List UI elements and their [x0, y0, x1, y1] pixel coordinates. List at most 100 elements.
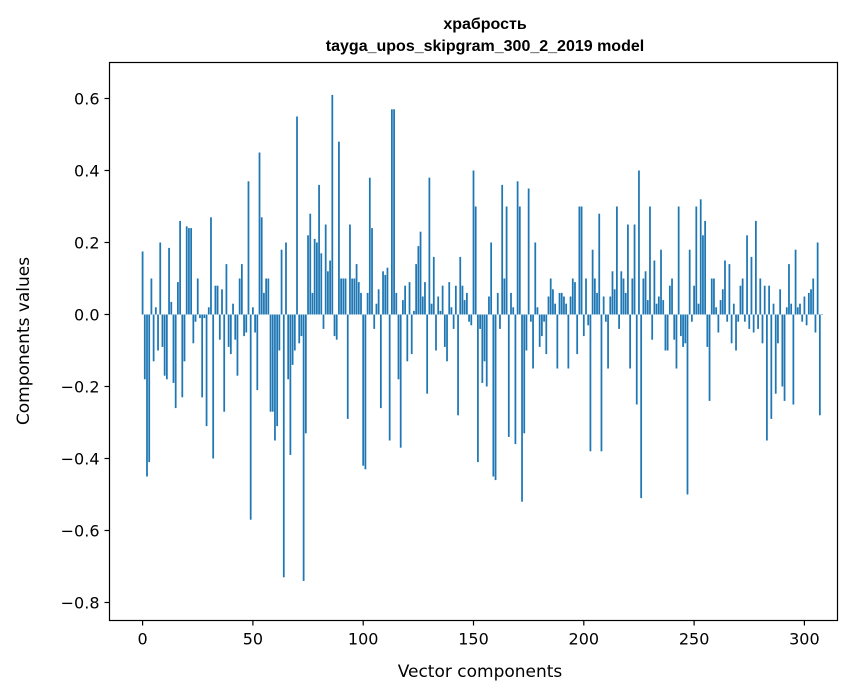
bar-44 — [238, 278, 241, 315]
bar-109 — [382, 271, 384, 315]
bar-180 — [538, 314, 541, 347]
bar-204 — [591, 249, 594, 315]
bar-261 — [717, 314, 720, 333]
bar-103 — [368, 177, 371, 315]
bar-218 — [622, 278, 625, 315]
x-axis-label: Vector components — [398, 662, 563, 682]
bar-277 — [752, 314, 755, 333]
bar-37 — [223, 314, 226, 412]
bar-257 — [708, 314, 711, 401]
bar-266 — [728, 264, 731, 315]
bar-248 — [688, 249, 691, 315]
bar-237 — [664, 314, 667, 351]
bar-133 — [435, 314, 437, 351]
bar-197 — [576, 314, 579, 355]
bar-247 — [686, 314, 689, 495]
bar-264 — [724, 260, 726, 315]
bar-179 — [536, 307, 539, 315]
bar-137 — [443, 314, 446, 347]
bar-303 — [810, 289, 812, 315]
y-tick-label-4: 0.0 — [74, 306, 99, 325]
y-tick-label-3: −0.2 — [61, 378, 100, 397]
bar-64 — [282, 314, 285, 578]
bar-156 — [485, 314, 488, 387]
bar-series — [141, 94, 823, 581]
bar-72 — [300, 314, 303, 337]
bar-293 — [788, 264, 790, 315]
bar-107 — [377, 289, 380, 315]
bar-166 — [507, 314, 510, 437]
bar-287 — [774, 314, 777, 394]
bar-154 — [481, 314, 484, 383]
bar-159 — [492, 314, 495, 477]
bar-75 — [307, 235, 309, 315]
bar-55 — [263, 292, 265, 315]
bar-230 — [649, 206, 651, 315]
bar-273 — [743, 314, 746, 322]
bar-145 — [461, 285, 464, 315]
bar-222 — [631, 278, 634, 315]
y-tick-label-1: −0.6 — [61, 522, 100, 541]
bar-123 — [413, 310, 415, 315]
bar-263 — [721, 289, 724, 315]
bar-187 — [554, 303, 556, 315]
bar-208 — [600, 314, 603, 452]
bar-142 — [454, 285, 457, 315]
bar-272 — [741, 278, 744, 315]
bar-235 — [660, 249, 662, 315]
bar-108 — [379, 314, 382, 409]
bar-202 — [587, 314, 590, 326]
bar-90 — [340, 278, 343, 315]
bar-302 — [807, 292, 810, 315]
bar-254 — [702, 235, 704, 315]
bar-238 — [666, 314, 669, 351]
bar-265 — [726, 314, 729, 322]
bar-116 — [397, 314, 400, 380]
bar-232 — [653, 260, 656, 315]
bar-240 — [671, 278, 673, 315]
bar-8 — [159, 242, 162, 315]
bar-21 — [188, 228, 190, 315]
bar-144 — [459, 256, 462, 315]
bar-125 — [417, 246, 420, 315]
bar-82 — [322, 314, 325, 329]
bar-32 — [212, 314, 215, 459]
bar-241 — [673, 314, 676, 340]
bar-35 — [218, 314, 221, 340]
bar-162 — [499, 314, 501, 329]
bar-51 — [254, 314, 256, 333]
bar-25 — [196, 278, 199, 315]
bar-305 — [814, 314, 817, 333]
bar-106 — [375, 303, 378, 315]
bar-274 — [746, 235, 748, 315]
bar-157 — [488, 296, 490, 315]
bar-74 — [304, 314, 307, 434]
bar-105 — [373, 314, 376, 329]
bar-250 — [693, 285, 695, 315]
bar-150 — [472, 170, 475, 315]
bar-97 — [355, 264, 358, 315]
bar-278 — [754, 220, 757, 315]
bar-16 — [177, 282, 179, 315]
bar-299 — [801, 314, 804, 322]
bar-164 — [503, 278, 506, 315]
bar-251 — [695, 206, 698, 315]
bar-298 — [799, 303, 801, 315]
x-tick-label-0: 0 — [137, 630, 147, 649]
bar-92 — [344, 278, 347, 315]
bar-161 — [496, 292, 499, 315]
bar-160 — [494, 314, 497, 481]
bar-134 — [437, 296, 440, 315]
bar-112 — [388, 314, 391, 441]
bar-229 — [646, 300, 649, 315]
bar-57 — [267, 278, 270, 315]
bar-56 — [265, 278, 268, 315]
bar-233 — [655, 303, 658, 315]
bar-128 — [424, 282, 426, 315]
bar-43 — [236, 314, 239, 376]
bar-296 — [794, 249, 797, 315]
bar-283 — [766, 314, 768, 441]
bar-141 — [452, 314, 455, 329]
bar-289 — [779, 289, 782, 315]
bar-124 — [415, 264, 418, 315]
